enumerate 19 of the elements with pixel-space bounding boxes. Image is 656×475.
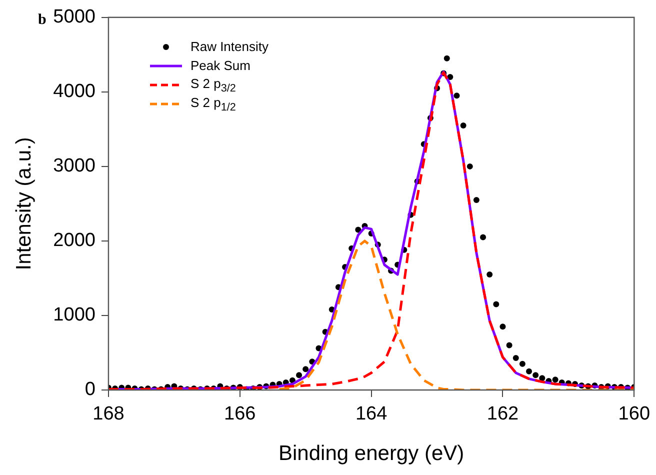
y-tick-label: 3000 (53, 156, 96, 177)
legend-label: Raw Intensity (190, 39, 268, 54)
y-tick-label: 2000 (53, 230, 96, 252)
y-tick-label: 1000 (53, 304, 96, 326)
y-tick-label: 4000 (53, 81, 96, 102)
x-tick-label: 166 (224, 404, 256, 425)
text: b (38, 12, 46, 29)
x-tick-label: 164 (355, 404, 388, 425)
x-tick-label: 160 (618, 404, 650, 425)
y-axis-title: Intensity (a.u.) (12, 137, 36, 270)
y-tick-label: 0 (84, 379, 96, 400)
y-tick-label: 5000 (53, 6, 96, 28)
line-series (278, 240, 634, 390)
x-axis-title: Binding energy (eV) (278, 442, 464, 466)
legend-label: Peak Sum (190, 58, 250, 74)
x-tick-label: 168 (92, 404, 124, 425)
legend-label: S 2 p$_{3/2}$ (190, 76, 236, 94)
legend-label: S 2 p$_{1/2}$ (190, 94, 236, 114)
x-tick-label: 162 (486, 404, 519, 425)
